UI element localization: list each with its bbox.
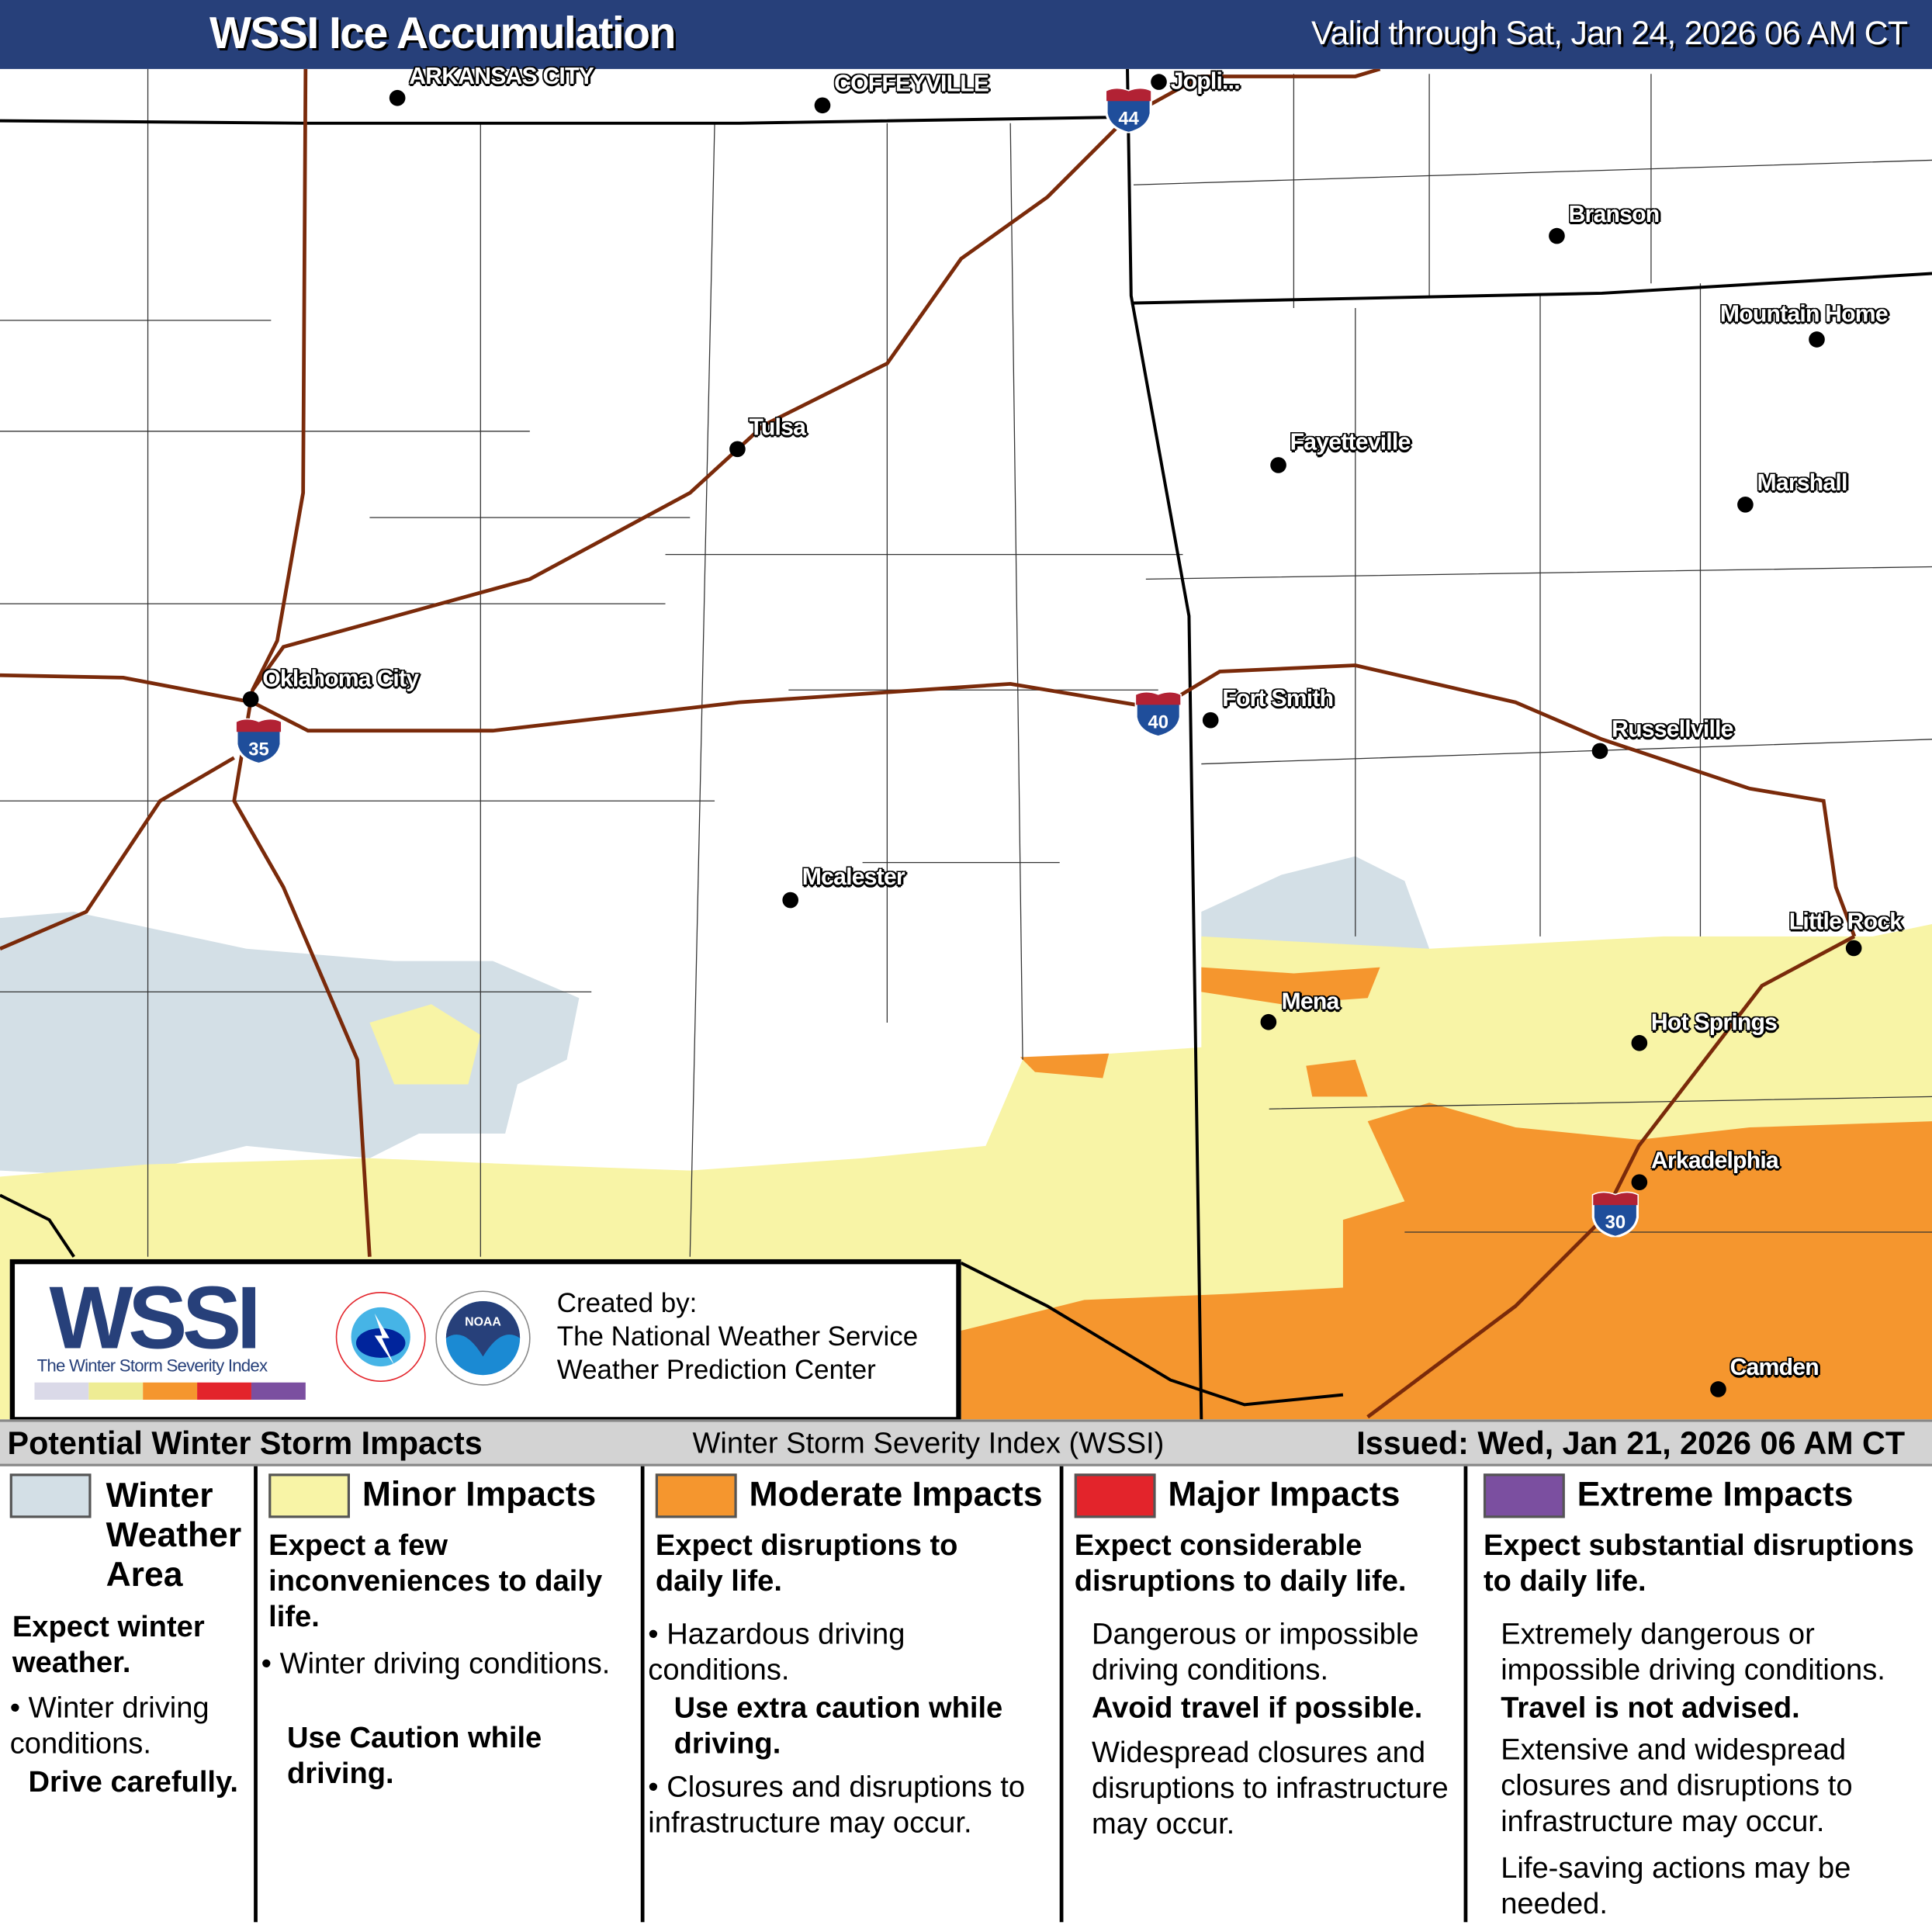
interstate-shield-icon: 30 [1591,1191,1639,1238]
city-label: Tulsa [749,415,806,441]
county-lines [0,68,1932,1257]
severity-color-bar [34,1382,306,1400]
wssi-logo: WSSI [49,1269,261,1368]
city-label: Camden [1729,1355,1819,1382]
map-canvas [0,68,1932,1420]
impacts-heading: Potential Winter Storm Impacts [7,1424,483,1462]
map-title: WSSI Ice Accumulation [209,7,676,58]
svg-text:40: 40 [1148,712,1169,733]
legend-major: Major Impacts Expect considerable disrup… [1074,1473,1449,1841]
legend-minor: Minor Impacts Expect a few inconvenience… [261,1473,611,1791]
city-label: Mcalester [802,864,905,892]
city-label: Little Rock [1788,909,1903,936]
nws-logo-icon [335,1292,426,1382]
interstate-shield-icon: 44 [1105,87,1152,133]
i-40-road [0,663,1857,937]
moderate-impacts-area [1306,1059,1368,1097]
i-44-road [251,68,1381,691]
city-label: Fayetteville [1290,430,1411,456]
city-label: Oklahoma City [262,667,419,693]
city-label: ARKANSAS CITY [409,64,594,90]
impact-legend: Winter Weather Area Expect winter weathe… [0,1464,1932,1932]
index-name: Winter Storm Severity Index (WSSI) [692,1426,1165,1460]
valid-time: Valid through Sat, Jan 24, 2026 06 AM CT [1311,15,1908,52]
header-bar: WSSI Ice Accumulation Valid through Sat,… [0,0,1932,69]
city-label: Hot Springs [1650,1010,1778,1037]
legend-extreme: Extreme Impacts Expect substantial disru… [1483,1473,1914,1921]
svg-text:44: 44 [1118,108,1139,129]
svg-text:35: 35 [248,739,269,760]
wssi-subtitle: The Winter Storm Severity Index [36,1355,268,1376]
us-road [0,756,235,950]
org-nws: The National Weather Service [556,1321,919,1352]
interstate-shield-icon: 40 [1134,691,1182,737]
interstate-shield-icon: 35 [235,718,282,764]
issued-time: Issued: Wed, Jan 21, 2026 06 AM CT [1356,1424,1906,1462]
noaa-logo-icon: NOAA [435,1290,531,1386]
city-label: Mena [1281,989,1340,1016]
svg-text:NOAA: NOAA [465,1316,501,1329]
moderate-impacts-area [961,1103,1932,1420]
ice-accumulation-map: ARKANSAS CITY COFFEYVILLE Jopli... Brans… [0,64,1932,1420]
impacts-bar: Potential Winter Storm Impacts Winter St… [0,1419,1932,1466]
city-label: COFFEYVILLE [834,71,989,98]
moderate-impacts-area [1201,967,1380,1005]
city-label: Marshall [1757,470,1848,497]
created-by-label: Created by: [556,1287,698,1319]
logo-panel: WSSI The Winter Storm Severity Index NOA… [9,1259,961,1422]
minor-impacts-area [369,1004,481,1085]
moderate-impacts-area [1020,1053,1110,1079]
credits: Created by: The National Weather Service… [557,1286,918,1387]
city-label: Jopli... [1170,68,1241,95]
city-label: Russellville [1612,717,1733,743]
state-boundaries [0,68,1932,1420]
city-label: Mountain Home [1719,302,1889,328]
city-label: Branson [1568,202,1660,228]
legend-winter-weather: Winter Weather Area Expect winter weathe… [9,1464,257,1923]
legend-moderate: Moderate Impacts Expect disruptions to d… [648,1473,1043,1840]
city-label: Fort Smith [1222,686,1334,712]
org-wpc: Weather Prediction Center [556,1354,876,1385]
winter-weather-area [1201,856,1430,961]
svg-text:30: 30 [1605,1212,1626,1233]
winter-weather-area [0,912,580,1177]
city-label: Arkadelphia [1650,1148,1779,1175]
